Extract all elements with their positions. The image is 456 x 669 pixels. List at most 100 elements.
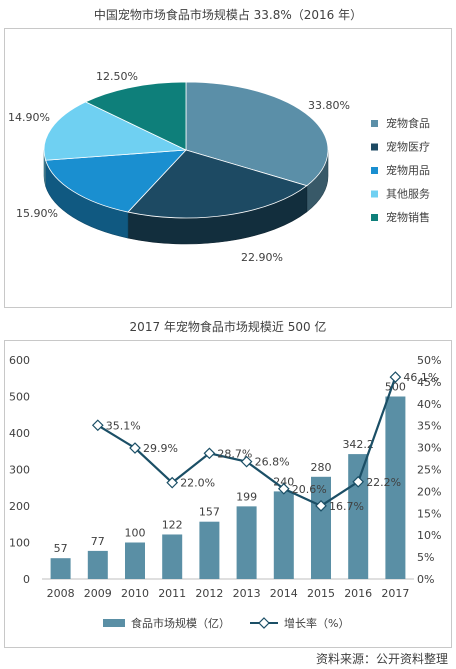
line-data-label: 28.7% — [217, 447, 252, 460]
line-data-label: 16.7% — [329, 500, 364, 513]
bar-data-label: 199 — [236, 490, 257, 503]
y2-tick-label: 30% — [417, 442, 441, 455]
pie-legend-label: 宠物销售 — [386, 210, 430, 224]
pie-slice-1 — [185, 81, 329, 187]
bar-data-label: 77 — [91, 535, 105, 548]
line-marker — [277, 482, 290, 495]
combo-chart-frame — [4, 340, 452, 648]
pie-data-label: 22.90% — [241, 251, 283, 264]
x-tick-label: 2010 — [121, 587, 149, 600]
bar-data-label: 122 — [162, 518, 183, 531]
x-tick-label: 2012 — [195, 587, 223, 600]
source-note: 资料来源：公开资料整理 — [315, 652, 448, 666]
line-marker — [315, 500, 327, 512]
line-data-label: 46.1% — [403, 371, 438, 384]
line-data-label: 35.1% — [106, 419, 141, 432]
pie-slice-2 — [127, 149, 308, 219]
y2-tick-label: 0% — [417, 573, 434, 586]
pie-legend-label: 宠物医疗 — [386, 140, 430, 154]
x-tick-label: 2011 — [158, 587, 186, 600]
y2-tick-label: 50% — [417, 354, 441, 367]
bar — [162, 534, 183, 579]
bar — [236, 506, 257, 579]
legend-line-label: 增长率（%） — [284, 616, 349, 630]
line-data-label: 20.6% — [292, 483, 327, 496]
y-tick-label: 100 — [9, 537, 30, 550]
y-axis-left: 0 100 200 300 400 500 600 — [9, 354, 30, 586]
y-tick-label: 200 — [9, 500, 30, 513]
y2-tick-label: 20% — [417, 485, 441, 498]
line-data-label: 22.0% — [180, 477, 215, 490]
pie-legend-swatch — [371, 190, 378, 198]
legend-line-marker — [258, 617, 270, 629]
pie-data-label: 33.80% — [308, 99, 350, 112]
x-tick-label: 2017 — [381, 587, 409, 600]
x-tick-label: 2009 — [84, 587, 112, 600]
bar — [273, 491, 294, 579]
x-tick-label: 2008 — [47, 587, 75, 600]
y2-tick-label: 15% — [417, 507, 441, 520]
y2-tick-label: 25% — [417, 464, 441, 477]
pie-tops — [43, 81, 329, 219]
bar — [50, 558, 71, 579]
pie-slice-5 — [84, 81, 187, 151]
y-tick-label: 400 — [9, 427, 30, 440]
bar-data-label: 57 — [54, 542, 68, 555]
y2-tick-label: 5% — [417, 551, 434, 564]
pie-data-label: 12.50% — [96, 70, 138, 83]
bar — [125, 542, 145, 579]
x-tick-label: 2014 — [270, 587, 298, 600]
y2-tick-label: 40% — [417, 398, 441, 411]
pie-legend-label: 宠物食品 — [386, 116, 430, 130]
bar — [385, 396, 406, 579]
pie-chart-title: 中国宠物市场食品市场规模占 33.8%（2016 年） — [93, 8, 363, 22]
pie-data-label: 14.90% — [8, 111, 50, 124]
y-tick-label: 500 — [9, 391, 30, 404]
bar-data-label: 157 — [199, 506, 220, 519]
combo-legend: 食品市场规模（亿） 增长率（%） — [103, 616, 349, 630]
line-series: 35.1%29.9% 22.0% 28.7%26.8% 20.6%16.7%22.2%… — [91, 371, 438, 513]
bar-data-label: 100 — [125, 527, 146, 540]
pie-data-label: 15.90% — [16, 207, 58, 220]
pie-legend-swatch — [371, 120, 378, 127]
x-axis: 2008 2009 2010 2011 2012 2013 2014 2015 2016 2017 — [47, 587, 410, 600]
y-tick-label: 0 — [23, 573, 30, 586]
line-marker — [129, 442, 141, 454]
line-marker — [203, 447, 216, 460]
combo-chart-title: 2017 年宠物食品市场规模近 500 亿 — [129, 320, 327, 334]
line-data-label: 22.2% — [366, 476, 401, 489]
pie-slice-4 — [43, 101, 188, 161]
pie-chart-frame — [4, 28, 452, 308]
y2-tick-label: 45% — [417, 376, 441, 389]
pie-legend-label: 宠物用品 — [386, 163, 430, 177]
bar — [199, 521, 220, 579]
legend-bar-label: 食品市场规模（亿） — [131, 616, 230, 630]
y-tick-label: 300 — [9, 464, 30, 477]
pie-legend-swatch — [371, 167, 378, 174]
pie-slice-3 — [45, 149, 187, 213]
line-marker — [352, 475, 365, 488]
bar-data-label: 280 — [311, 461, 332, 474]
y-tick-label: 600 — [9, 354, 30, 367]
x-tick-label: 2015 — [307, 587, 335, 600]
y2-tick-label: 35% — [417, 420, 441, 433]
bar — [87, 550, 108, 579]
pie-legend-swatch — [371, 143, 378, 151]
y-axis-right: 0% 5% 10% 15% 20% 25% 30% 35% 40% 45% 50% — [417, 354, 441, 586]
pie-legend-label: 其他服务 — [386, 188, 430, 201]
bar — [348, 454, 369, 579]
y2-tick-label: 10% — [417, 529, 441, 542]
line-data-label: 29.9% — [143, 442, 178, 455]
pie-legend-swatch — [371, 214, 378, 221]
bar-data-label: 342.2 — [342, 438, 374, 451]
line-marker — [166, 476, 179, 489]
line-marker — [240, 455, 253, 468]
line-data-label: 26.8% — [255, 456, 290, 469]
line-marker — [91, 419, 104, 432]
x-tick-label: 2013 — [233, 587, 261, 600]
legend-bar-swatch — [103, 619, 125, 627]
